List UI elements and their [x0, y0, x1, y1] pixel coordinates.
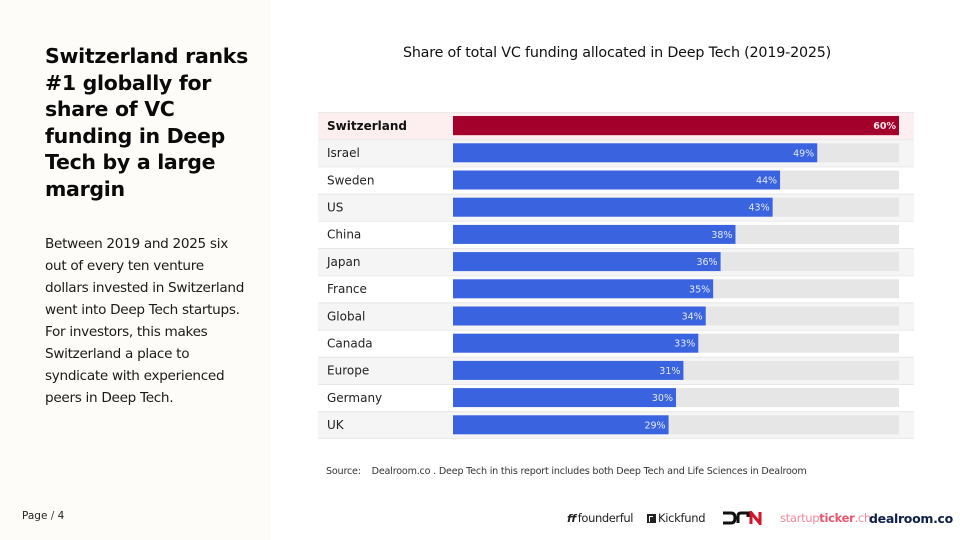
bar-us	[453, 197, 773, 217]
value-label: 60%	[873, 121, 896, 132]
category-label: US	[327, 201, 343, 215]
founderful-wordmark: founderful	[577, 511, 634, 525]
category-label: Europe	[327, 364, 369, 378]
page-number: Page / 4	[22, 510, 64, 522]
founderful-logo: ff founderful	[567, 508, 633, 528]
startupticker-part-c: .ch	[854, 511, 872, 525]
dtn-logo-icon	[723, 511, 762, 525]
bar-global	[453, 306, 706, 326]
bar-israel	[453, 143, 818, 163]
bar-sweden	[453, 170, 781, 190]
value-label: 43%	[749, 203, 770, 214]
left-panel: Switzerland ranks #1 globally for share …	[0, 0, 271, 540]
source-label: Source:	[326, 466, 361, 477]
source-text: Dealroom.co . Deep Tech in this report i…	[371, 466, 807, 477]
value-label: 34%	[682, 312, 703, 323]
category-label: Canada	[327, 337, 373, 351]
startupticker-logo: startup ticker .ch	[780, 508, 871, 528]
value-label: 35%	[689, 284, 710, 295]
page-number-value: 4	[57, 510, 65, 522]
bar-germany	[453, 388, 676, 408]
kickfund-logo: Kickfund	[647, 508, 706, 528]
category-label: Israel	[327, 146, 360, 160]
dtn-logo	[722, 508, 764, 528]
bar-japan	[453, 252, 721, 272]
kickfund-mark-icon	[647, 513, 656, 523]
value-label: 33%	[674, 339, 695, 350]
kickfund-wordmark: Kickfund	[658, 511, 706, 525]
bar-china	[453, 224, 736, 244]
value-label: 36%	[696, 257, 717, 268]
bar-canada	[453, 333, 699, 353]
chart-title: Share of total VC funding allocated in D…	[402, 45, 832, 61]
value-label: 49%	[793, 148, 814, 159]
category-label: Sweden	[327, 173, 374, 187]
bar-uk	[453, 415, 669, 435]
page-separator: /	[50, 510, 55, 522]
source-note: Source: Dealroom.co . Deep Tech in this …	[326, 466, 807, 477]
startupticker-part-a: startup	[780, 511, 820, 525]
partner-logos: ff founderful Kickfund startup ticker .ch …	[0, 508, 960, 528]
dealroom-logo: dealroom.co	[869, 510, 953, 526]
category-label: Switzerland	[327, 119, 407, 133]
bar-france	[453, 279, 714, 299]
category-label: China	[327, 228, 361, 242]
startupticker-part-b: ticker	[819, 511, 855, 525]
value-label: 30%	[652, 393, 673, 404]
founderful-mark-icon: ff	[567, 511, 576, 525]
category-label: France	[327, 282, 367, 296]
bar-europe	[453, 360, 684, 380]
value-label: 44%	[756, 176, 777, 187]
bar-switzerland	[453, 116, 899, 136]
category-label: Japan	[326, 255, 360, 269]
headline: Switzerland ranks #1 globally for share …	[45, 44, 249, 201]
category-label: Global	[327, 309, 365, 323]
value-label: 38%	[711, 230, 732, 241]
page-label: Page	[22, 510, 48, 522]
value-label: 29%	[644, 420, 665, 431]
category-label: UK	[327, 418, 345, 432]
body-text: Between 2019 and 2025 six out of every t…	[45, 236, 245, 406]
value-label: 31%	[659, 366, 680, 377]
category-label: Germany	[327, 391, 382, 405]
